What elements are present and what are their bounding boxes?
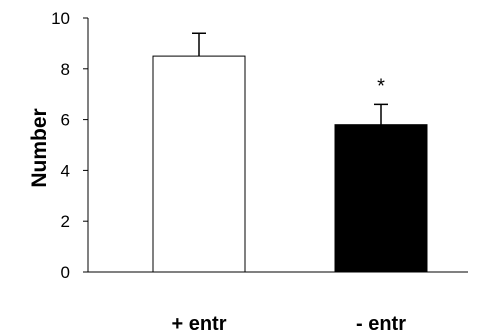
- x-category-label: - entr: [356, 313, 406, 335]
- y-tick-label: 10: [51, 9, 70, 28]
- y-tick-label: 0: [61, 263, 70, 282]
- significance-marker: *: [377, 75, 385, 97]
- y-ticks: 0 2 4 6 8 10: [51, 9, 88, 282]
- y-tick-label: 4: [61, 161, 70, 180]
- x-category-label: + entr: [171, 313, 226, 335]
- bars: *: [152, 32, 428, 273]
- x-labels: + entr - entr: [171, 313, 406, 335]
- y-tick-label: 8: [61, 60, 70, 79]
- bar-2: [334, 124, 428, 273]
- y-axis-title: Number: [28, 108, 51, 187]
- bar-1: [152, 55, 246, 273]
- y-tick-label: 6: [61, 111, 70, 130]
- y-tick-label: 2: [61, 212, 70, 231]
